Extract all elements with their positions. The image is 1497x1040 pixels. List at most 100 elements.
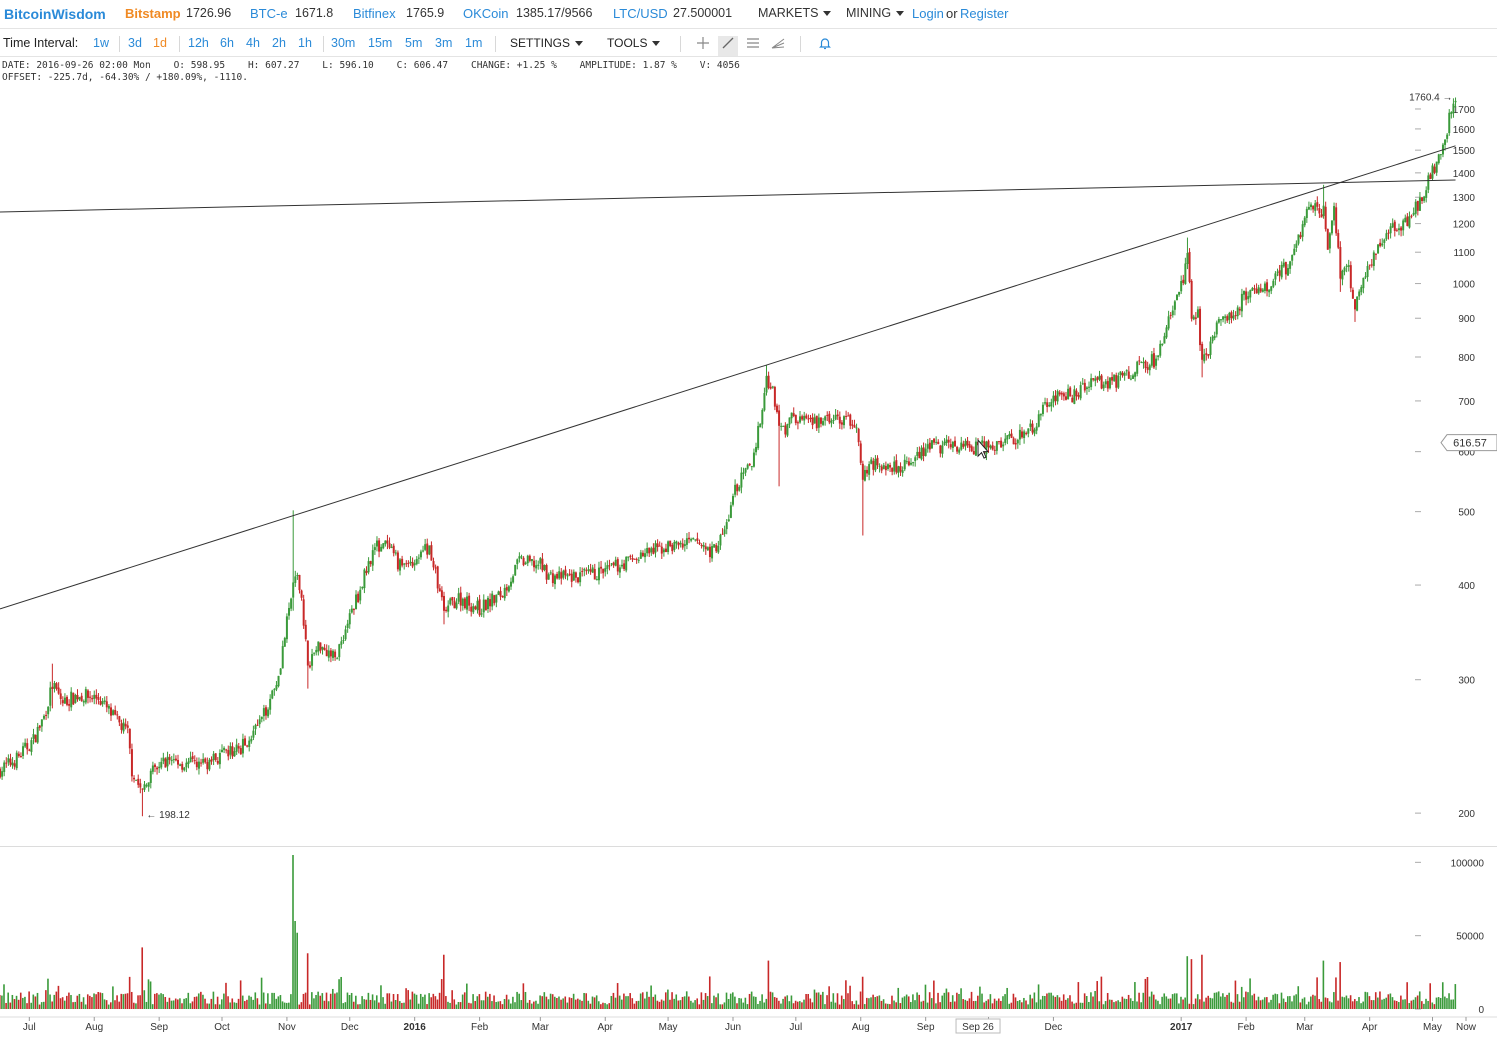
candle-body bbox=[702, 544, 705, 548]
candle-body bbox=[428, 545, 431, 555]
volume-bar bbox=[1337, 1000, 1339, 1009]
candle-body bbox=[587, 569, 590, 571]
volume-bar bbox=[114, 1000, 116, 1009]
candle-body bbox=[36, 726, 39, 743]
market-ltcusd[interactable]: LTC/USD bbox=[613, 6, 668, 21]
candle-body bbox=[939, 445, 942, 454]
volume-bar bbox=[1094, 990, 1096, 1009]
interval-3m[interactable]: 3m bbox=[435, 36, 453, 50]
volume-bar bbox=[42, 1001, 45, 1009]
candle-body bbox=[197, 761, 200, 769]
volume-bar bbox=[914, 1000, 916, 1009]
candle-body bbox=[97, 697, 100, 701]
volume-bar bbox=[1444, 996, 1446, 1009]
market-okcoin[interactable]: OKCoin bbox=[463, 6, 509, 21]
bell-icon[interactable] bbox=[815, 36, 835, 56]
interval-1d[interactable]: 1d bbox=[153, 36, 167, 50]
interval-3d[interactable]: 3d bbox=[128, 36, 142, 50]
brand-logo[interactable]: BitcoinWisdom bbox=[4, 6, 106, 22]
candle-body bbox=[1243, 291, 1246, 295]
candle-body bbox=[1320, 214, 1323, 218]
candle-body bbox=[1104, 381, 1107, 385]
candle-body bbox=[744, 468, 747, 473]
market-bitfinex[interactable]: Bitfinex bbox=[353, 6, 396, 21]
candle-body bbox=[993, 449, 996, 451]
volume-bar bbox=[566, 1002, 569, 1009]
volume-bar bbox=[533, 1001, 535, 1009]
interval-6h[interactable]: 6h bbox=[220, 36, 234, 50]
volume-bar bbox=[528, 1000, 531, 1009]
x-tick-label: Oct bbox=[214, 1022, 230, 1033]
candle-body bbox=[553, 575, 556, 585]
volume-bar bbox=[644, 998, 646, 1009]
candle-body bbox=[172, 759, 175, 761]
candle-body bbox=[836, 414, 839, 417]
candle-body bbox=[512, 576, 515, 583]
interval-4h[interactable]: 4h bbox=[246, 36, 260, 50]
volume-bar bbox=[838, 1004, 841, 1009]
candle-body bbox=[455, 602, 458, 609]
volume-bar bbox=[1437, 997, 1440, 1009]
candle-body bbox=[1209, 341, 1212, 355]
volume-bar bbox=[1418, 991, 1421, 1009]
volume-bar bbox=[68, 992, 70, 1009]
candle-body bbox=[107, 705, 110, 709]
market-bitstamp[interactable]: Bitstamp bbox=[125, 6, 181, 21]
volume-bar bbox=[977, 995, 979, 1009]
login-link[interactable]: Login bbox=[912, 6, 944, 21]
interval-2h[interactable]: 2h bbox=[272, 36, 286, 50]
candle-body bbox=[411, 561, 414, 567]
horizontal-lines-icon[interactable] bbox=[743, 36, 763, 56]
settings-menu[interactable]: SETTINGS bbox=[510, 36, 584, 50]
candle-body bbox=[1263, 283, 1266, 291]
volume-bar bbox=[294, 921, 296, 1009]
candle-body bbox=[853, 425, 856, 428]
volume-bar bbox=[1441, 982, 1444, 1009]
crosshair-icon[interactable] bbox=[693, 36, 713, 56]
candle-body bbox=[811, 417, 814, 426]
volume-bar bbox=[76, 995, 79, 1009]
volume-bar bbox=[336, 992, 338, 1009]
volume-bar bbox=[1366, 992, 1369, 1009]
candle-body bbox=[1199, 308, 1202, 346]
interval-5m[interactable]: 5m bbox=[405, 36, 423, 50]
candle-body bbox=[1366, 266, 1369, 277]
volume-bar bbox=[107, 1004, 110, 1009]
fan-icon[interactable] bbox=[768, 36, 788, 56]
volume-bar bbox=[338, 979, 340, 1009]
volume-bar bbox=[581, 1000, 583, 1009]
volume-bar bbox=[886, 1003, 889, 1009]
volume-bar bbox=[246, 999, 248, 1009]
candle-body bbox=[1326, 228, 1329, 250]
interval-15m[interactable]: 15m bbox=[368, 36, 393, 50]
register-link[interactable]: Register bbox=[960, 6, 1009, 21]
candle-body bbox=[1278, 270, 1281, 276]
mining-menu[interactable]: MINING bbox=[846, 6, 905, 20]
candle-body bbox=[1446, 134, 1449, 139]
tools-menu[interactable]: TOOLS bbox=[607, 36, 661, 50]
interval-1w[interactable]: 1w bbox=[93, 36, 109, 50]
candle-body bbox=[767, 375, 770, 388]
interval-1h[interactable]: 1h bbox=[298, 36, 312, 50]
trendline-icon[interactable] bbox=[718, 36, 738, 56]
candle-body bbox=[206, 762, 209, 770]
volume-bar bbox=[551, 994, 554, 1009]
volume-bar bbox=[1039, 999, 1042, 1009]
interval-30m[interactable]: 30m bbox=[331, 36, 356, 50]
candle-body bbox=[363, 569, 366, 589]
volume-bar bbox=[1088, 1001, 1090, 1009]
candle-body bbox=[847, 415, 850, 417]
candle-body bbox=[1360, 287, 1363, 293]
interval-1m[interactable]: 1m bbox=[465, 36, 483, 50]
interval-12h[interactable]: 12h bbox=[188, 36, 209, 50]
volume-bar bbox=[983, 1002, 985, 1009]
volume-bar bbox=[7, 992, 9, 1009]
market-btce[interactable]: BTC-e bbox=[250, 6, 288, 21]
volume-bar bbox=[9, 1002, 12, 1009]
candle-body bbox=[656, 543, 659, 548]
candle-body bbox=[614, 559, 617, 566]
x-tick-label: Apr bbox=[597, 1022, 613, 1033]
markets-menu[interactable]: MARKETS bbox=[758, 6, 832, 20]
